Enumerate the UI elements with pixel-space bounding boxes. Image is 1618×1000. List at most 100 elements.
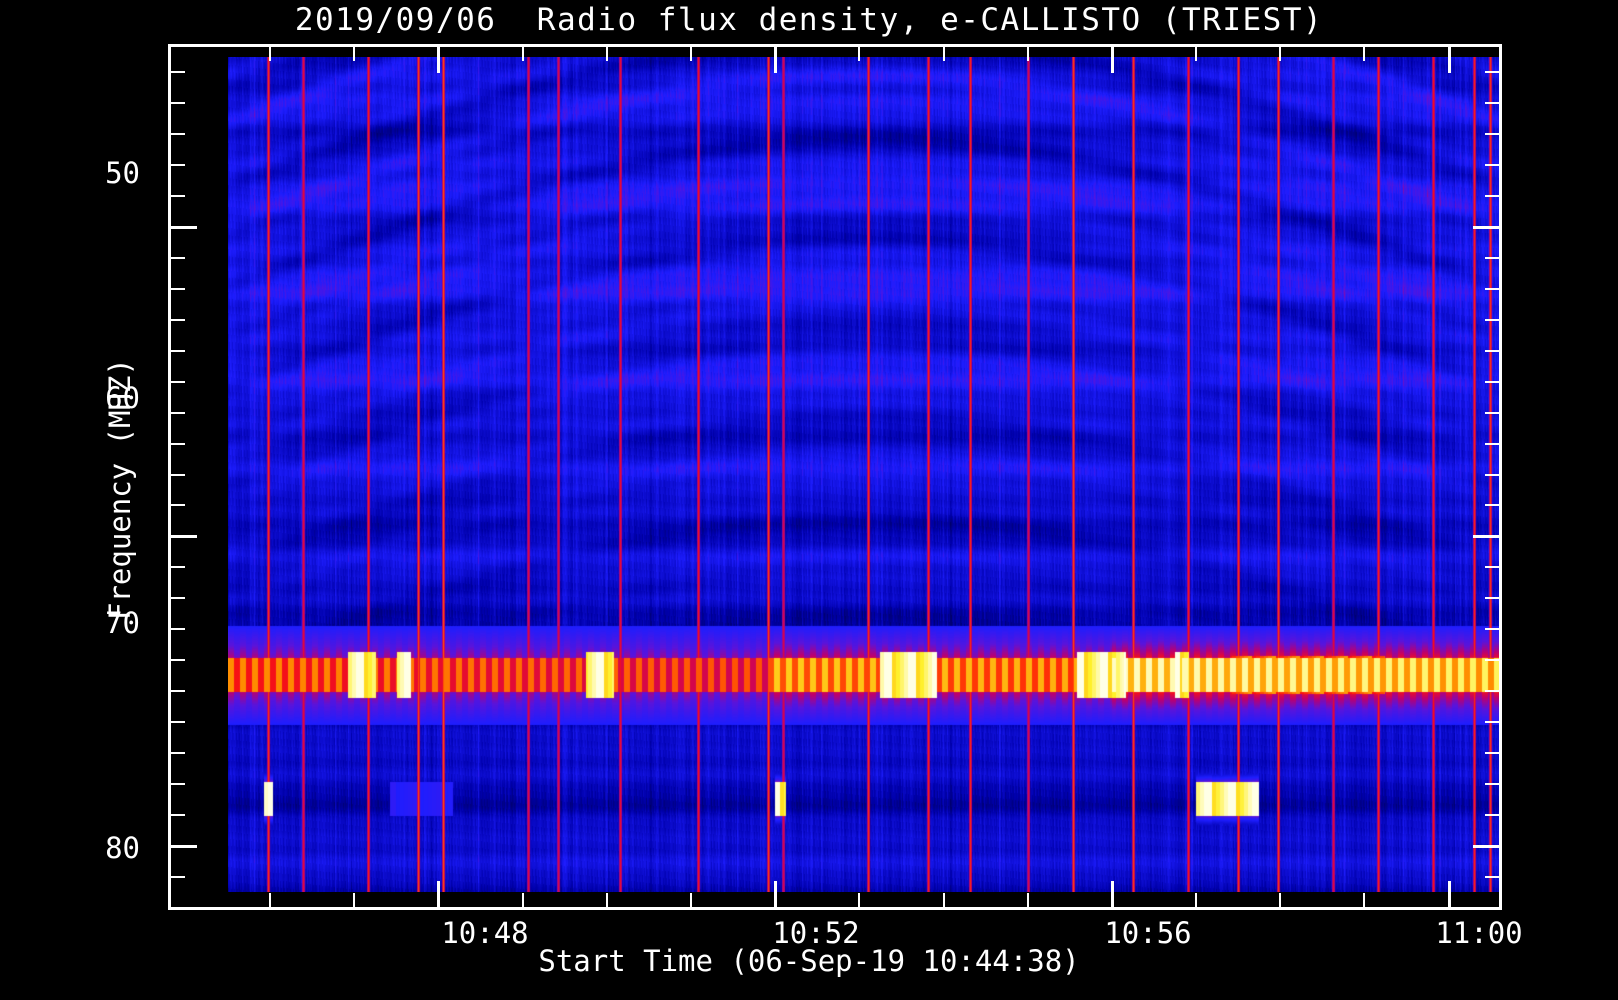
x-tick-minor-bottom: [1026, 893, 1029, 907]
x-tick-minor-bottom: [690, 893, 693, 907]
x-tick-label: 10:56: [1104, 916, 1192, 950]
y-tick-minor: [171, 720, 185, 723]
x-tick-major-bottom: [1110, 881, 1114, 907]
x-tick-major-bottom: [1447, 881, 1451, 907]
y-tick-minor-right: [1485, 195, 1499, 198]
y-tick-minor-right: [1485, 504, 1499, 507]
y-tick-minor: [171, 442, 185, 445]
y-tick-minor-right: [1485, 628, 1499, 631]
x-tick-minor-bottom: [1195, 893, 1198, 907]
y-tick-minor-right: [1485, 689, 1499, 692]
y-tick-label: 80: [105, 831, 140, 865]
axis-frame: [168, 44, 1502, 910]
y-tick-minor-right: [1485, 782, 1499, 785]
y-tick-minor: [171, 164, 185, 167]
y-tick-minor-right: [1485, 875, 1499, 878]
x-tick-major-bottom: [774, 881, 778, 907]
y-tick-minor: [171, 380, 185, 383]
y-tick-minor-right: [1485, 597, 1499, 600]
y-axis-line-left: [168, 44, 171, 910]
y-tick-minor-right: [1485, 102, 1499, 105]
y-tick-minor-right: [1485, 349, 1499, 352]
x-tick-minor-bottom: [605, 893, 608, 907]
x-tick-minor-top: [269, 47, 272, 61]
y-axis-line-right: [1499, 44, 1502, 910]
y-tick-minor: [171, 566, 185, 569]
x-tick-minor-top: [1195, 47, 1198, 61]
x-tick-minor-bottom: [942, 893, 945, 907]
x-tick-minor-top: [605, 47, 608, 61]
x-axis-line-top: [168, 44, 1502, 47]
x-tick-major-bottom: [437, 881, 441, 907]
figure-title: 2019/09/06 Radio flux density, e-CALLIST…: [294, 2, 1324, 38]
y-tick-major: [171, 535, 197, 539]
y-tick-minor: [171, 504, 185, 507]
x-tick-major-top: [1447, 47, 1451, 73]
x-tick-minor-top: [521, 47, 524, 61]
y-tick-minor: [171, 411, 185, 414]
y-tick-minor: [171, 473, 185, 476]
y-tick-minor-right: [1485, 813, 1499, 816]
x-tick-label: 10:48: [441, 916, 529, 950]
y-tick-minor-right: [1485, 318, 1499, 321]
y-tick-minor: [171, 628, 185, 631]
y-tick-minor-right: [1485, 380, 1499, 383]
y-tick-minor: [171, 318, 185, 321]
y-tick-major-right: [1473, 226, 1499, 230]
x-tick-minor-bottom: [269, 893, 272, 907]
y-tick-minor: [171, 813, 185, 816]
x-tick-minor-bottom: [858, 893, 861, 907]
spectrogram-image: [228, 57, 1502, 892]
y-tick-minor: [171, 689, 185, 692]
x-tick-minor-bottom: [521, 893, 524, 907]
y-tick-label: 70: [105, 606, 140, 640]
y-tick-minor-right: [1485, 287, 1499, 290]
y-tick-minor-right: [1485, 257, 1499, 260]
y-tick-label: 60: [105, 381, 140, 415]
y-tick-minor: [171, 659, 185, 662]
y-tick-minor-right: [1485, 411, 1499, 414]
y-tick-major: [171, 844, 197, 848]
x-tick-major-top: [774, 47, 778, 73]
y-tick-minor: [171, 257, 185, 260]
y-tick-minor-right: [1485, 164, 1499, 167]
y-tick-minor: [171, 195, 185, 198]
x-tick-minor-bottom: [1363, 893, 1366, 907]
x-axis-title: Start Time (06-Sep-19 10:44:38): [538, 944, 1080, 978]
x-tick-major-top: [437, 47, 441, 73]
x-tick-minor-top: [1026, 47, 1029, 61]
x-tick-minor-bottom: [1279, 893, 1282, 907]
y-tick-minor: [171, 751, 185, 754]
y-tick-minor-right: [1485, 659, 1499, 662]
x-tick-major-top: [1110, 47, 1114, 73]
y-axis-title: Frequency (MHZ): [103, 358, 137, 620]
y-tick-minor: [171, 287, 185, 290]
spectrogram-canvas: [228, 57, 1502, 892]
y-tick-major-right: [1473, 535, 1499, 539]
y-tick-minor: [171, 133, 185, 136]
y-tick-minor: [171, 349, 185, 352]
y-tick-minor-right: [1485, 71, 1499, 74]
y-tick-label: 50: [105, 156, 140, 190]
y-tick-minor-right: [1485, 751, 1499, 754]
y-tick-minor-right: [1485, 442, 1499, 445]
x-tick-minor-top: [690, 47, 693, 61]
y-tick-minor-right: [1485, 566, 1499, 569]
y-tick-minor: [171, 875, 185, 878]
x-tick-minor-top: [1279, 47, 1282, 61]
y-tick-minor: [171, 71, 185, 74]
y-tick-minor: [171, 102, 185, 105]
y-tick-major-right: [1473, 844, 1499, 848]
x-tick-minor-top: [353, 47, 356, 61]
y-tick-minor-right: [1485, 473, 1499, 476]
y-tick-minor: [171, 597, 185, 600]
x-tick-minor-top: [858, 47, 861, 61]
x-axis-line-bottom: [168, 907, 1502, 910]
x-tick-minor-top: [942, 47, 945, 61]
y-tick-major: [171, 226, 197, 230]
y-tick-minor-right: [1485, 720, 1499, 723]
x-tick-minor-top: [1363, 47, 1366, 61]
x-tick-label: 11:00: [1435, 916, 1523, 950]
y-tick-minor: [171, 782, 185, 785]
